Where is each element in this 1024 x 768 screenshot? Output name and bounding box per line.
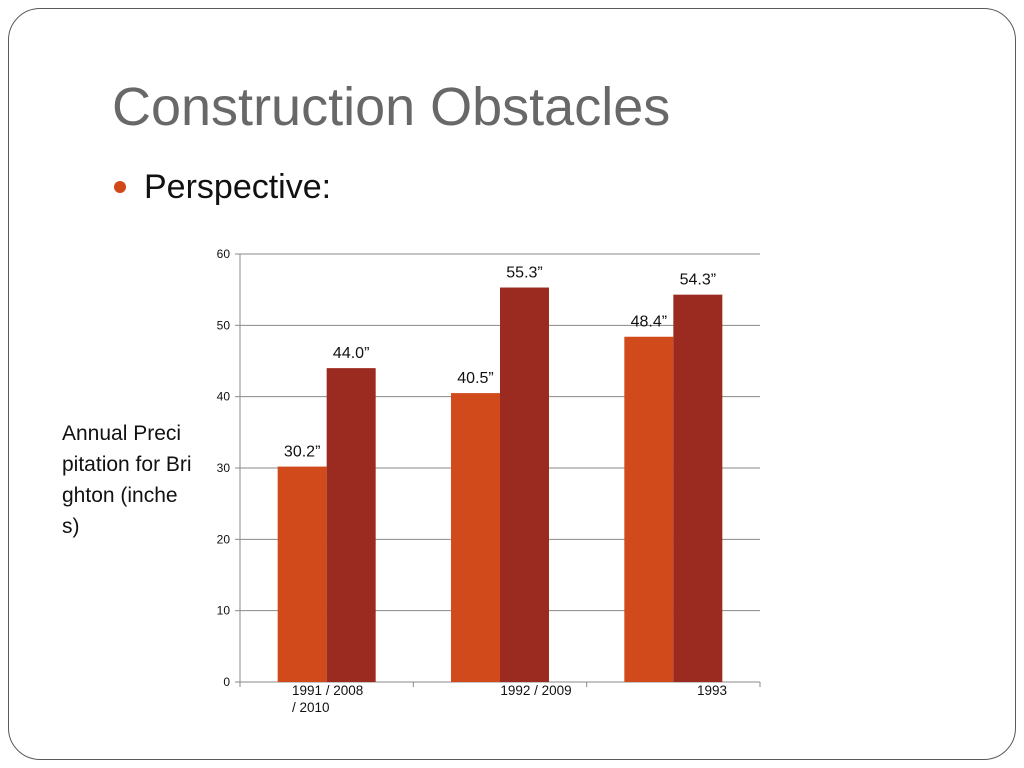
x-tick-label: 1993 <box>697 683 727 698</box>
data-label: 55.3” <box>506 265 542 282</box>
y-tick-label: 30 <box>217 461 231 475</box>
y-tick-label: 10 <box>217 604 231 618</box>
bar <box>451 393 500 682</box>
bullet-item: Perspective: <box>114 170 331 204</box>
data-label: 30.2” <box>284 444 320 461</box>
bar <box>326 368 376 682</box>
bar <box>500 287 549 682</box>
x-tick-label: 1992 / 2009 <box>500 683 571 698</box>
bar <box>277 466 327 682</box>
bullet-text: Perspective: <box>144 168 332 206</box>
data-label: 48.4” <box>631 314 667 331</box>
x-tick-label-line: 1992 / 2009 <box>500 683 571 698</box>
bar <box>624 336 674 682</box>
y-tick-label: 20 <box>217 532 231 546</box>
y-tick-label: 0 <box>223 675 230 689</box>
data-label: 40.5” <box>457 370 493 387</box>
x-tick-label-line: / 2010 <box>292 700 330 715</box>
x-tick-label: 1991 / 2008 / 2010 <box>292 683 363 715</box>
slide-title: Construction Obstacles <box>112 77 671 137</box>
bullet-dot-icon <box>114 181 126 193</box>
y-axis-label: Annual Precipitation for Brighton (inche… <box>62 422 192 538</box>
y-tick-label: 50 <box>217 318 231 332</box>
y-tick-label: 40 <box>217 390 231 404</box>
x-tick-label-line: 1991 / 2008 <box>292 683 363 698</box>
data-label: 54.3” <box>680 272 716 289</box>
x-tick-label-line: 1993 <box>697 683 727 698</box>
y-tick-label: 60 <box>217 247 231 261</box>
bar <box>673 294 723 682</box>
data-label: 44.0” <box>333 345 369 362</box>
